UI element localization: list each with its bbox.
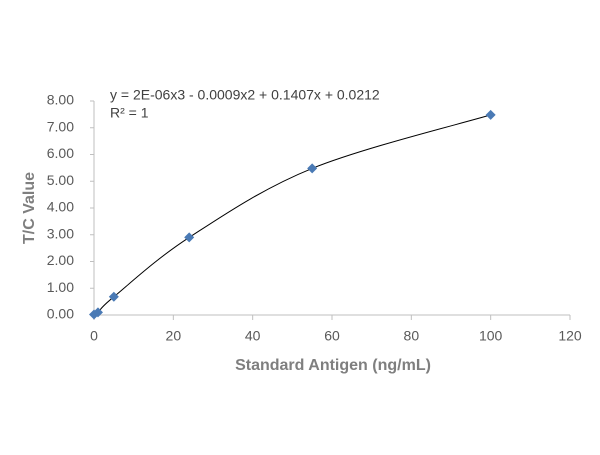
y-tick-label: 4.00 — [47, 199, 74, 215]
trendline — [93, 114, 491, 315]
y-tick-label: 2.00 — [47, 252, 74, 268]
y-tick-label: 1.00 — [47, 279, 74, 295]
data-point — [485, 109, 496, 120]
y-axis-title: T/C Value — [21, 172, 38, 244]
y-tick-label: 8.00 — [47, 92, 74, 108]
y-tick-label: 6.00 — [47, 145, 74, 161]
y-tick-label: 5.00 — [47, 172, 74, 188]
x-tick-label: 80 — [404, 328, 420, 344]
y-tick-label: 3.00 — [47, 225, 74, 241]
data-point — [184, 232, 195, 243]
x-tick-label: 100 — [479, 328, 503, 344]
r-squared: R² = 1 — [110, 105, 149, 121]
x-axis-title: Standard Antigen (ng/mL) — [235, 357, 431, 374]
x-tick-label: 20 — [166, 328, 182, 344]
x-tick-label: 60 — [324, 328, 340, 344]
equation: y = 2E-06x3 - 0.0009x2 + 0.1407x + 0.021… — [110, 87, 380, 103]
y-tick-label: 0.00 — [47, 306, 74, 322]
x-tick-label: 40 — [245, 328, 261, 344]
y-tick-label: 7.00 — [47, 118, 74, 134]
data-point — [92, 307, 103, 318]
data-point — [307, 163, 318, 174]
x-tick-label: 0 — [90, 328, 98, 344]
x-tick-label: 120 — [558, 328, 582, 344]
data-point — [108, 291, 119, 302]
